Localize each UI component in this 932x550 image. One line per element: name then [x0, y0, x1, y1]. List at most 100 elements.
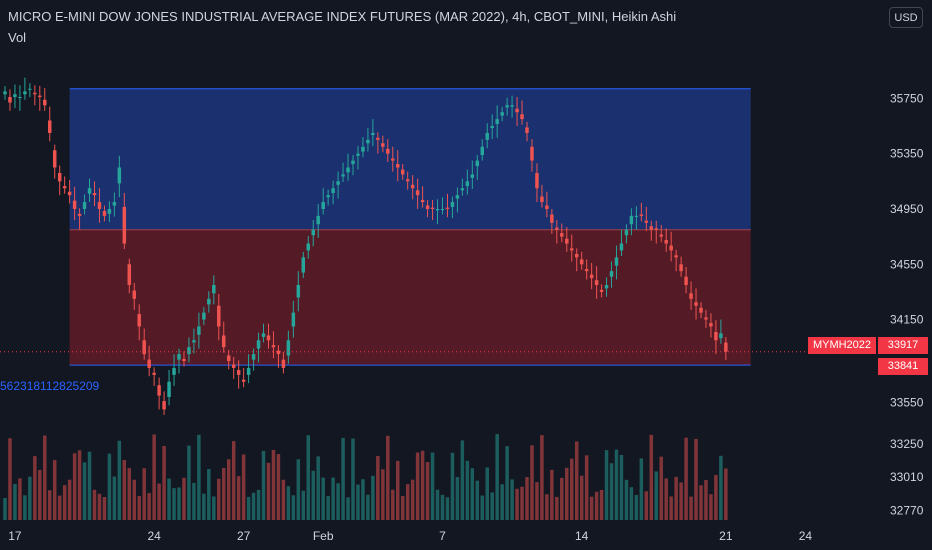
- candle-body: [584, 269, 589, 272]
- candle-body: [659, 234, 663, 237]
- candle-body: [510, 105, 514, 107]
- candle-body: [560, 233, 564, 237]
- candle-body: [291, 312, 296, 327]
- candle-body: [460, 188, 465, 191]
- candle-body: [182, 358, 186, 362]
- candle-body: [316, 215, 320, 225]
- candle-body: [425, 205, 430, 209]
- candle-body: [694, 302, 698, 306]
- volume-bar: [97, 493, 102, 520]
- volume-bar: [82, 462, 87, 520]
- volume-bar: [550, 469, 554, 520]
- second-price-badge: 33841: [878, 358, 928, 375]
- volume-bar: [480, 495, 484, 520]
- candle-body: [639, 214, 644, 216]
- volume-bar: [589, 496, 594, 520]
- volume-bar: [425, 462, 430, 520]
- candle-body: [28, 88, 32, 90]
- volume-bar: [485, 467, 489, 520]
- volume-bar: [67, 479, 72, 520]
- candle-body: [192, 340, 196, 343]
- volume-bar: [584, 455, 589, 520]
- candle-body: [147, 359, 151, 368]
- candle-body: [450, 202, 455, 207]
- candle-body: [391, 158, 395, 161]
- volume-bar: [699, 485, 703, 520]
- candle-body: [500, 112, 504, 116]
- candle-body: [445, 207, 450, 209]
- price-tick-label: 34550: [890, 257, 924, 271]
- volume-bar: [18, 478, 22, 520]
- candle-body: [649, 226, 654, 230]
- candle-body: [579, 259, 584, 265]
- candle-body: [331, 188, 335, 194]
- time-tick-label: 21: [719, 529, 733, 543]
- volume-bar: [256, 489, 261, 520]
- candle-body: [664, 240, 668, 244]
- volume-bar: [555, 496, 559, 520]
- candle-body: [709, 323, 713, 327]
- candle-body: [415, 190, 420, 196]
- lower-band: [69, 229, 751, 366]
- volume-bar: [13, 483, 17, 520]
- volume-bar: [445, 497, 450, 520]
- volume-bar: [286, 486, 291, 520]
- volume-bar: [157, 483, 161, 520]
- candle-body: [241, 379, 246, 382]
- volume-bar: [634, 494, 639, 520]
- volume-bar: [72, 453, 77, 520]
- volume-bar: [43, 435, 47, 520]
- volume-bar: [391, 489, 395, 520]
- volume-bar: [455, 477, 460, 520]
- candle-body: [455, 195, 460, 199]
- candle-body: [82, 202, 87, 209]
- volume-bar: [162, 445, 166, 520]
- upper-band: [69, 88, 751, 230]
- volume-bar: [87, 451, 92, 520]
- candle-body: [405, 179, 410, 182]
- time-tick-label: 24: [147, 529, 161, 543]
- volume-bar: [400, 495, 405, 520]
- volume-bar: [122, 460, 127, 520]
- candle-body: [132, 290, 136, 299]
- volume-bar: [644, 491, 649, 520]
- volume-bar: [336, 483, 340, 520]
- candle-body: [301, 257, 306, 273]
- candle-body: [485, 132, 489, 140]
- candle-body: [530, 146, 534, 161]
- volume-bar: [525, 477, 529, 520]
- candle-body: [565, 238, 569, 244]
- volume-bar: [415, 452, 420, 520]
- candle-body: [251, 354, 256, 360]
- candle-body: [594, 280, 599, 285]
- volume-bar: [664, 478, 668, 520]
- currency-button[interactable]: USD: [889, 7, 923, 28]
- candle-body: [92, 193, 97, 196]
- candle-body: [356, 153, 360, 156]
- candle-body: [8, 97, 12, 103]
- volume-bar: [435, 489, 440, 520]
- candle-body: [555, 227, 559, 230]
- volume-bar: [510, 479, 514, 520]
- band-value-label: 562318112825209: [0, 379, 100, 393]
- candle-body: [629, 215, 634, 225]
- candle-body: [410, 184, 415, 189]
- volume-bar: [222, 467, 226, 520]
- volume-bar: [604, 450, 609, 520]
- candle-body: [609, 271, 614, 277]
- candle-body: [386, 148, 390, 154]
- volume-bar: [266, 462, 271, 520]
- volume-bar: [207, 469, 211, 520]
- chart-title: MICRO E-MINI DOW JONES INDUSTRIAL AVERAG…: [8, 9, 677, 24]
- candle-body: [351, 160, 355, 165]
- candle-body: [197, 326, 201, 335]
- candle-body: [654, 228, 658, 230]
- volume-bar: [192, 482, 196, 520]
- candle-body: [122, 206, 127, 244]
- price-tick-label: 35350: [890, 147, 924, 161]
- price-tick-label: 33250: [890, 437, 924, 451]
- volume-bar: [296, 459, 301, 520]
- time-tick-label: 14: [575, 529, 589, 543]
- candle-body: [271, 345, 276, 348]
